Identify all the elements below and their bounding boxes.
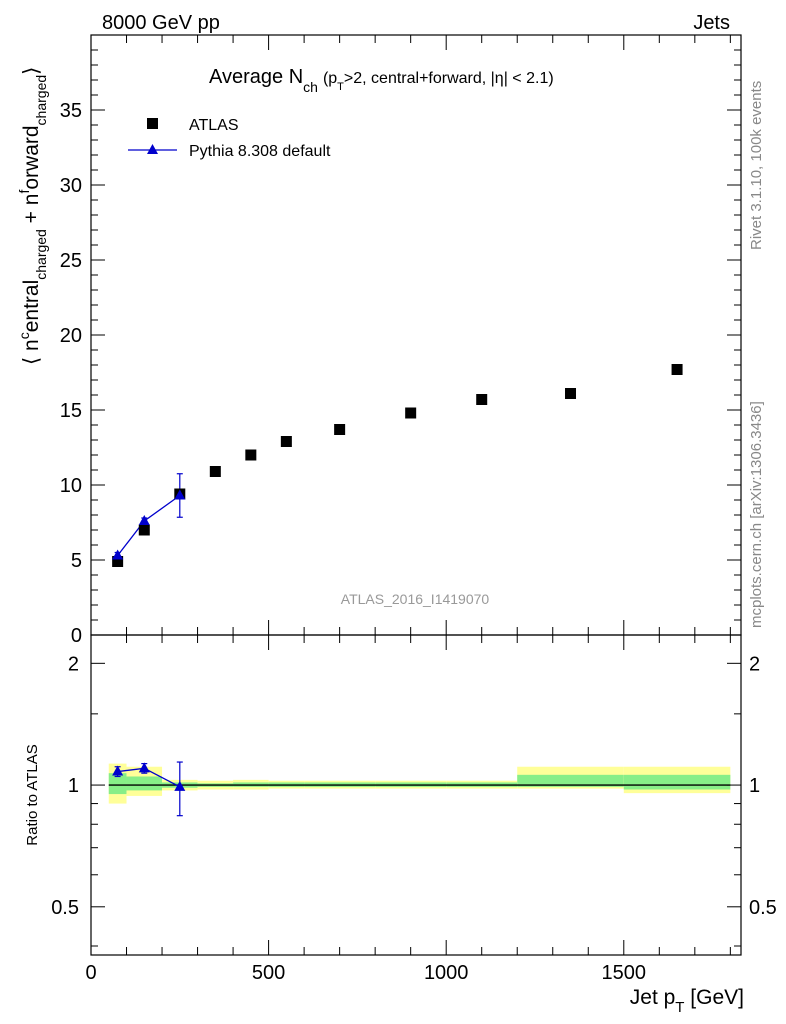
y-tick-label: 0 (71, 625, 82, 647)
ratio-y-tick-label: 1 (68, 775, 79, 797)
atlas-data-point (405, 407, 417, 419)
ratio-band-inner (517, 774, 624, 787)
pythia-data-point (138, 515, 150, 525)
atlas-data-point (138, 524, 150, 536)
legend-pythia-marker (147, 144, 158, 154)
legend: ATLAS Pythia 8.308 default (128, 117, 331, 160)
x-tick-label: 0 (85, 962, 96, 984)
x-axis-label: Jet pT [GeV] (630, 986, 744, 1016)
atlas-data-point (671, 364, 683, 375)
x-tick-label: 500 (252, 962, 285, 984)
y-tick-label: 35 (60, 100, 82, 122)
plot-title: Average Nch (pT>2, central+forward, |η| <… (209, 66, 554, 95)
ratio-y-tick-label: 2 (68, 653, 79, 675)
ratio-pythia-point (112, 765, 124, 776)
atlas-data-point (476, 394, 488, 405)
analysis-watermark: ATLAS_2016_I1419070 (341, 591, 490, 607)
y-tick-label: 5 (71, 550, 82, 572)
y-tick-label: 30 (60, 175, 82, 197)
ratio-pythia-point (138, 762, 150, 773)
ratio-band-inner (623, 774, 731, 790)
ratio-band-inner (126, 776, 163, 791)
atlas-data-point (245, 449, 257, 461)
pythia-data-point (174, 489, 186, 500)
ratio-band-inner (108, 773, 127, 795)
ratio-pythia-point (174, 780, 186, 791)
y-axis-label: ⟨ ncentralcharged + nforwardcharged⟩ (16, 67, 49, 365)
y-tick-label: 20 (60, 325, 82, 347)
y-tick-label: 25 (60, 250, 82, 272)
ratio-panel (90, 634, 742, 956)
atlas-data-point (280, 436, 292, 447)
ratio-y-axis-label: Ratio to ATLAS (24, 744, 41, 845)
rivet-label: Rivet 3.1.10, 100k events (748, 81, 765, 250)
ratio-frame (90, 634, 742, 956)
y-tick-label: 10 (60, 475, 82, 497)
x-tick-label: 1000 (424, 962, 469, 984)
x-tick-label: 1500 (602, 962, 647, 984)
main-panel (90, 34, 742, 636)
atlas-data-point (565, 388, 577, 399)
header-process: Jets (693, 12, 730, 34)
ratio-y-tick-label-right: 2 (749, 653, 760, 675)
ratio-y-tick-label-right: 0.5 (749, 897, 777, 919)
ratio-y-tick-label: 0.5 (51, 897, 79, 919)
ratio-y-tick-label-right: 1 (749, 775, 760, 797)
legend-atlas-label: ATLAS (189, 117, 239, 134)
atlas-data-point (209, 466, 221, 477)
atlas-data-point (112, 556, 124, 567)
mcplots-label: mcplots.cern.ch [arXiv:1306.3436] (748, 401, 765, 628)
header-energy: 8000 GeV pp (102, 12, 220, 34)
y-tick-label: 15 (60, 400, 82, 422)
legend-pythia-label: Pythia 8.308 default (189, 143, 331, 160)
atlas-data-point (334, 424, 346, 435)
plot-title-main: Average Nch (pT>2, central+forward, |η| <… (209, 66, 554, 95)
legend-atlas-marker (147, 118, 158, 129)
pythia-data-point (112, 549, 124, 560)
